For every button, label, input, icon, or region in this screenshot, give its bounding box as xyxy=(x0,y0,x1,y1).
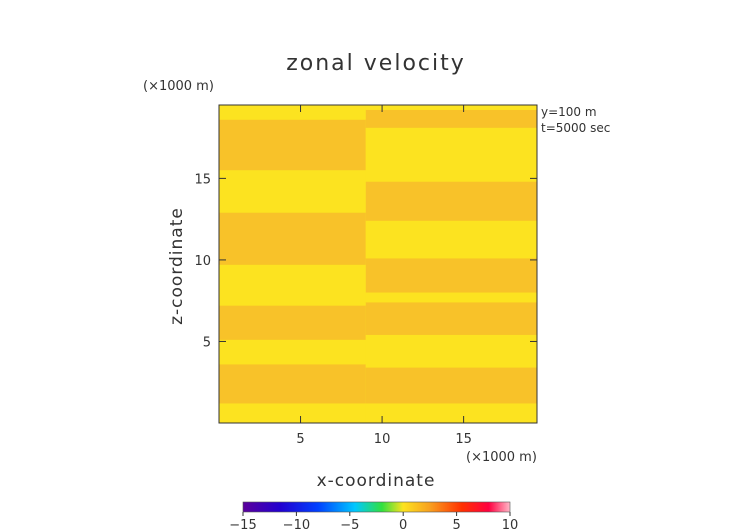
contour-region-7 xyxy=(219,119,366,171)
contour-region-9 xyxy=(365,403,537,423)
colorbar: −15 −10 −5 0 5 10 xyxy=(229,501,519,532)
y-tick-label-0: 5 xyxy=(203,335,211,350)
plot-area xyxy=(218,104,538,424)
colorbar-tick-label-5: 10 xyxy=(502,518,519,532)
contour-region-13 xyxy=(365,292,537,303)
annotation-t: t=5000 sec xyxy=(541,121,610,135)
colorbar-tick-label-0: −15 xyxy=(229,518,256,532)
y-unit-label: (×1000 m) xyxy=(143,79,214,94)
contour-region-12 xyxy=(365,302,537,335)
plot-frame xyxy=(218,104,538,424)
y-tick-label-1: 10 xyxy=(194,254,211,269)
contour-region-6 xyxy=(219,170,366,213)
contour-region-10 xyxy=(365,367,537,404)
contour-region-1 xyxy=(219,364,366,404)
contour-region-16 xyxy=(365,181,537,221)
colorbar-tick-label-4: 5 xyxy=(452,518,460,532)
contour-region-5 xyxy=(219,212,366,265)
colorbar-tick-label-3: 0 xyxy=(399,518,407,532)
contour-region-19 xyxy=(365,105,537,110)
contour-region-4 xyxy=(219,264,366,306)
chart-title: zonal velocity xyxy=(286,51,466,76)
colorbar-tick-label-1: −10 xyxy=(283,518,310,532)
contour-region-15 xyxy=(365,220,537,259)
contour-region-14 xyxy=(365,258,537,293)
contour-region-17 xyxy=(365,127,537,182)
colorbar-tick-label-2: −5 xyxy=(340,518,359,532)
contour-region-3 xyxy=(219,305,366,340)
colorbar-gradient xyxy=(242,501,511,513)
y-tick-label-2: 15 xyxy=(194,172,211,187)
contour-region-0 xyxy=(219,403,366,423)
contour-region-11 xyxy=(365,334,537,368)
contour-region-2 xyxy=(219,339,366,365)
annotation-y: y=100 m xyxy=(541,105,597,119)
contour-region-18 xyxy=(365,109,537,128)
contour-region-8 xyxy=(219,105,366,120)
x-tick-label-1: 10 xyxy=(374,432,391,447)
x-axis-label: x-coordinate xyxy=(317,471,436,491)
x-tick-label-2: 15 xyxy=(455,432,472,447)
y-axis-label: z-coordinate xyxy=(167,207,187,325)
x-tick-label-0: 5 xyxy=(296,432,304,447)
x-unit-label: (×1000 m) xyxy=(466,450,537,465)
